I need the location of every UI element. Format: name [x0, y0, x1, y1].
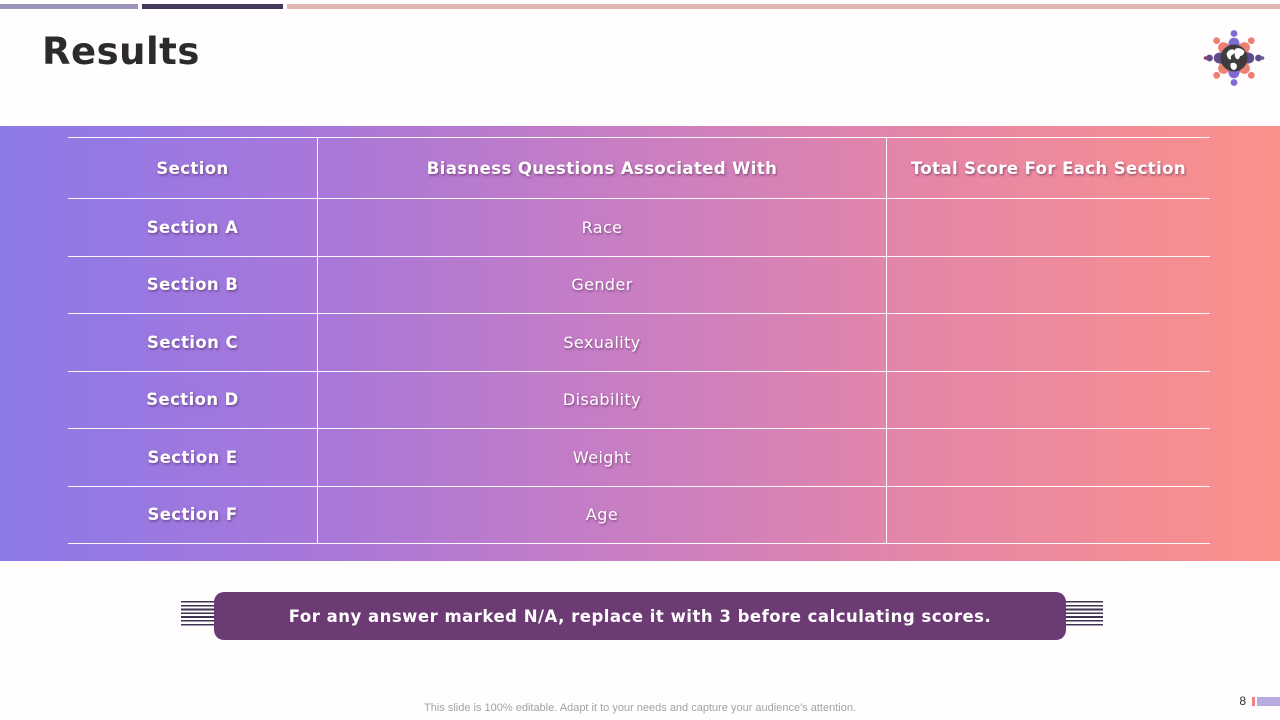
cell-score-e: [886, 429, 1210, 486]
cell-question-sexuality: Sexuality: [317, 314, 886, 371]
note-banner-text: For any answer marked N/A, replace it wi…: [288, 606, 992, 626]
cell-section-e: Section E: [147, 447, 238, 467]
cell-score-d: [886, 371, 1210, 428]
top-accent-bar-left: [0, 4, 138, 9]
cell-question-gender: Gender: [317, 256, 886, 313]
footer-accent-lavender: [1257, 697, 1280, 706]
cell-score-f: [886, 486, 1210, 543]
globe-people-logo-icon: [1202, 26, 1266, 90]
cell-score-a: [886, 199, 1210, 256]
top-accent-bar-right: [287, 4, 1280, 9]
gradient-band: Section Biasness Questions Associated Wi…: [0, 126, 1280, 561]
footer-accent-red: [1252, 697, 1255, 706]
cell-section-f: Section F: [147, 505, 238, 525]
cell-section-a: Section A: [146, 217, 239, 237]
cell-question-weight: Weight: [317, 429, 886, 486]
note-banner: For any answer marked N/A, replace it wi…: [214, 592, 1066, 640]
footer-note: This slide is 100% editable. Adapt it to…: [424, 702, 856, 714]
header-cell-section: Section: [156, 158, 229, 178]
cell-score-c: [886, 314, 1210, 371]
cell-question-race: Race: [317, 199, 886, 256]
table-row: Section A Race: [68, 199, 1210, 257]
header-cell-total-score: Total Score For Each Section: [886, 138, 1210, 198]
table-row: Section B Gender: [68, 256, 1210, 314]
table-row: Section C Sexuality: [68, 314, 1210, 372]
results-table: Section Biasness Questions Associated Wi…: [68, 137, 1210, 544]
table-row: Section D Disability: [68, 371, 1210, 429]
table-header-row: Section Biasness Questions Associated Wi…: [68, 137, 1210, 199]
cell-section-c: Section C: [147, 332, 238, 352]
header-cell-questions: Biasness Questions Associated With: [317, 138, 886, 198]
top-accent-bar-middle: [142, 4, 283, 9]
page-number: 8: [1239, 694, 1246, 708]
banner-stripes-right: [1065, 601, 1103, 626]
table-row: Section E Weight: [68, 429, 1210, 487]
cell-question-disability: Disability: [317, 371, 886, 428]
cell-section-d: Section D: [146, 390, 239, 410]
cell-section-b: Section B: [146, 275, 239, 295]
table-row: Section F Age: [68, 486, 1210, 544]
banner-stripes-left: [181, 601, 215, 626]
cell-score-b: [886, 256, 1210, 313]
cell-question-age: Age: [317, 486, 886, 543]
page-title: Results: [42, 30, 200, 73]
